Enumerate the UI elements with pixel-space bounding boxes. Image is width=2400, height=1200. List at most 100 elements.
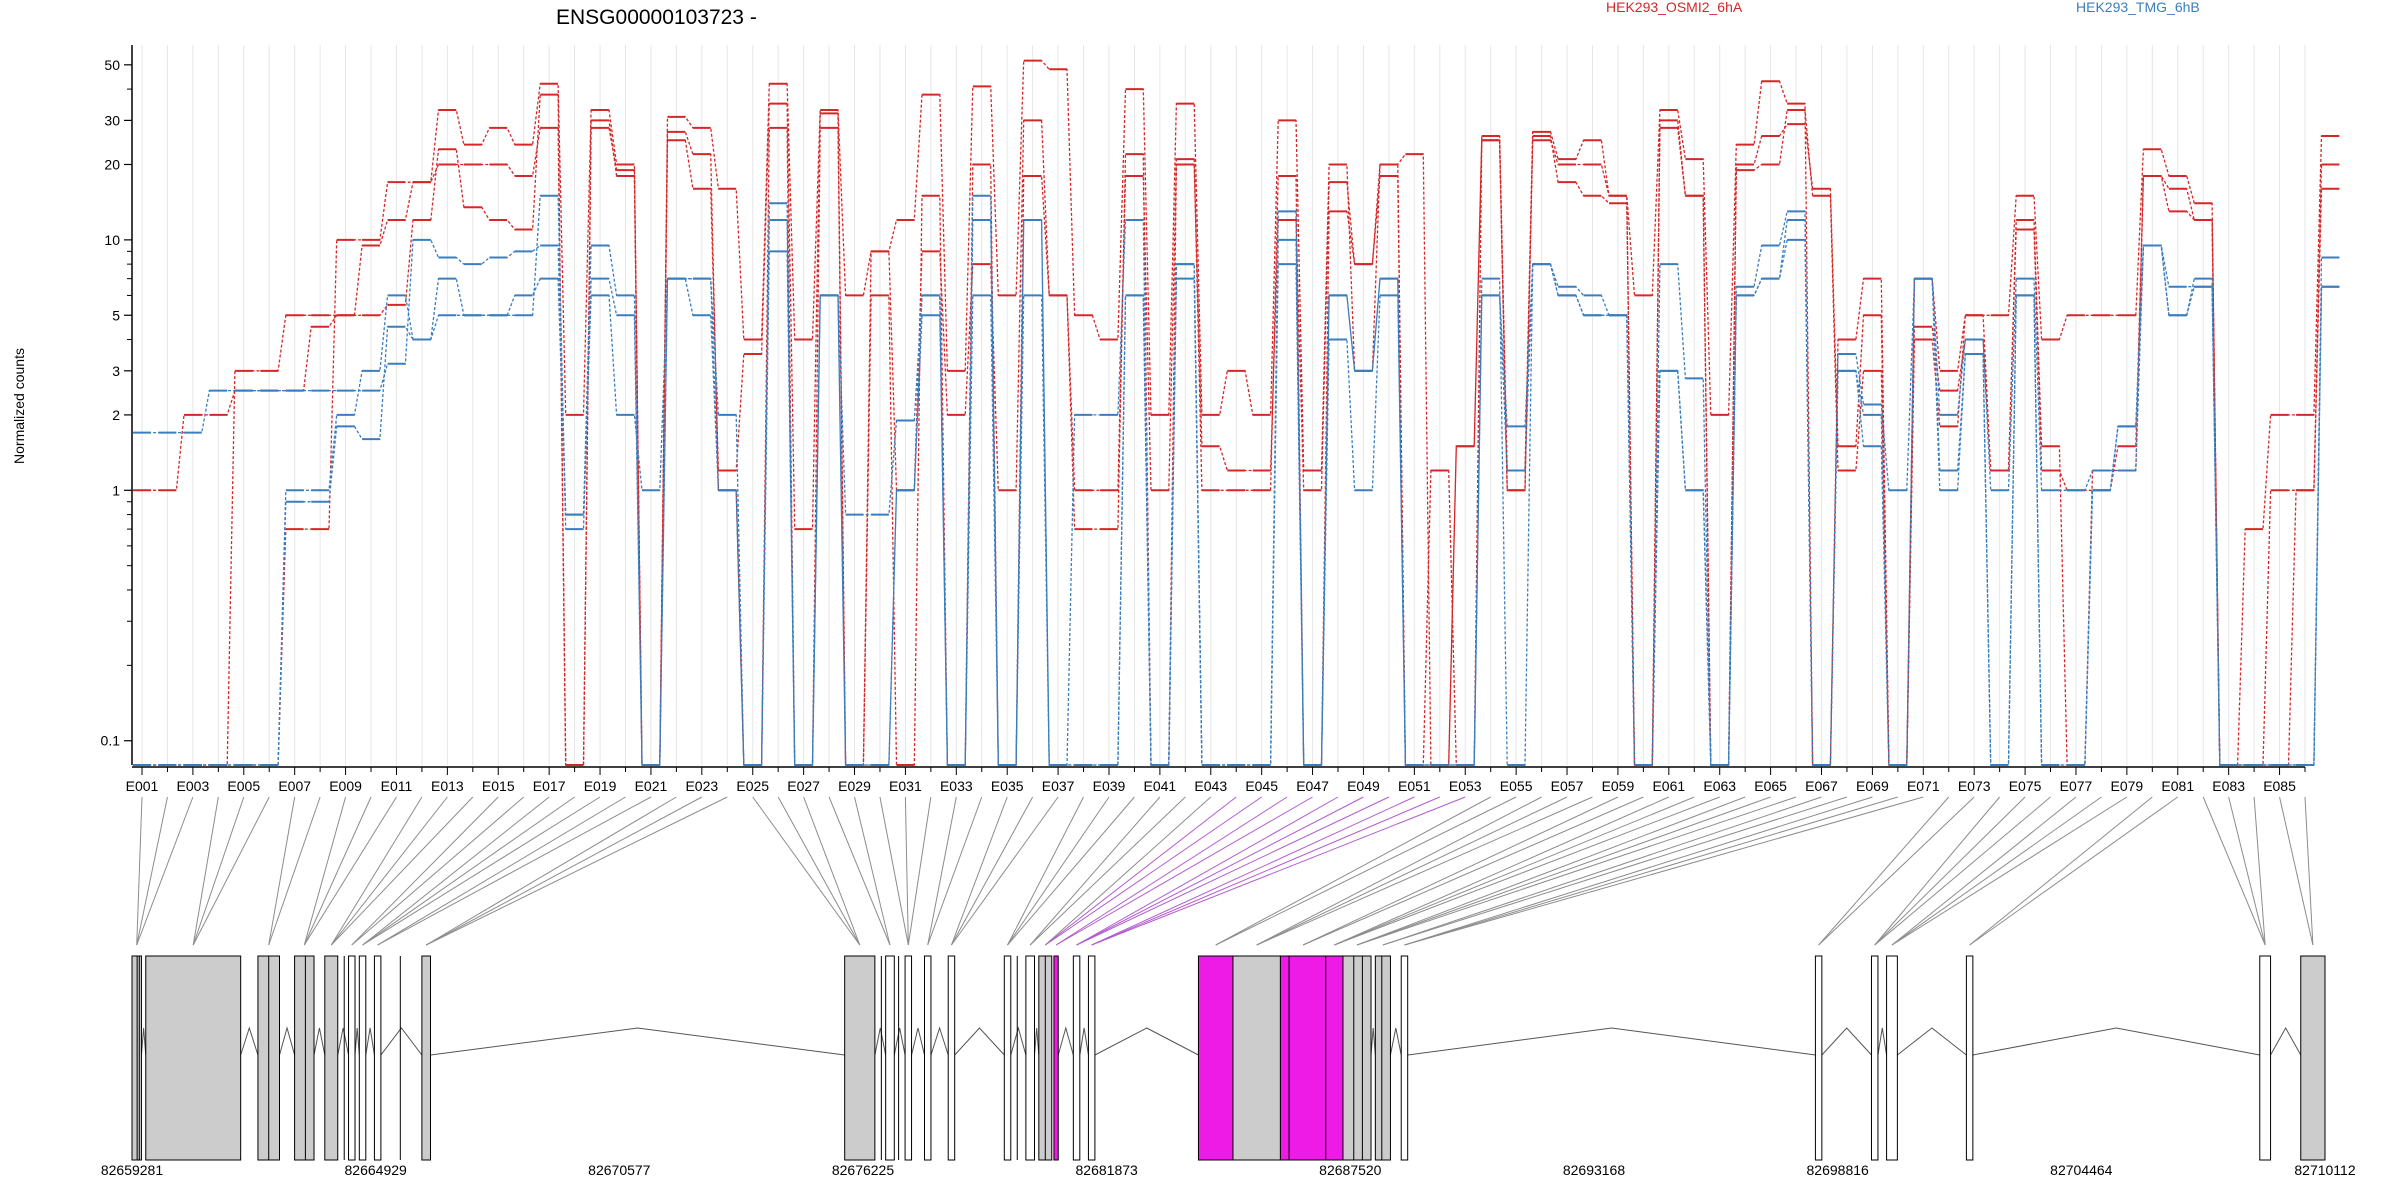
exon-box xyxy=(294,955,315,1161)
x-tick-label: E017 xyxy=(533,778,566,794)
genomic-tick-label: 82710112 xyxy=(2294,1162,2355,1178)
exon-connector xyxy=(1215,796,1491,946)
exon-connector xyxy=(777,796,861,946)
exon-box xyxy=(947,955,956,1161)
exon-connector xyxy=(950,796,1008,946)
x-tick-label: E067 xyxy=(1805,778,1838,794)
intron-connector xyxy=(1972,1027,2260,1056)
exon-connector xyxy=(362,796,575,946)
intron-connector xyxy=(1370,1027,1376,1056)
x-tick-label: E031 xyxy=(889,778,922,794)
exon-box xyxy=(904,955,913,1161)
intron-connector xyxy=(279,1026,296,1056)
exon-connector xyxy=(1029,796,1161,946)
x-tick-label: E015 xyxy=(482,778,515,794)
exon-connector xyxy=(1044,796,1237,946)
exon-connector xyxy=(1382,796,1822,946)
intron-connector xyxy=(354,1027,360,1056)
exon-connector xyxy=(1404,796,1924,946)
exon-box xyxy=(2259,955,2272,1161)
exon-connector xyxy=(1334,796,1670,946)
exon-connector xyxy=(1256,796,1593,946)
x-tick-label: E079 xyxy=(2111,778,2144,794)
intron-connector xyxy=(911,1027,925,1056)
exon-connector xyxy=(1356,796,1771,946)
exon-box xyxy=(1886,955,1898,1161)
exon-connector xyxy=(425,796,728,946)
exon-connector xyxy=(1302,796,1644,946)
exon-connector xyxy=(351,796,499,946)
axes: 0.1 1 2 3 5 10 20 30 50 E001 E003 E005 E007 E009 E011 E… xyxy=(101,45,2306,794)
exon-box xyxy=(1342,955,1372,1161)
x-tick-label: E069 xyxy=(1856,778,1889,794)
exon-connector xyxy=(1334,796,1695,946)
y-axis-label: Normalized counts xyxy=(11,348,27,464)
exon-box xyxy=(1400,955,1409,1161)
exon-connector xyxy=(1076,796,1339,946)
intron-connector xyxy=(430,1027,845,1056)
x-tick-label: E023 xyxy=(685,778,718,794)
exon-box xyxy=(1374,955,1391,1161)
exon-connector xyxy=(907,796,932,946)
exon-connector xyxy=(1045,796,1262,946)
exon-connector xyxy=(1007,796,1110,946)
exon-connector xyxy=(192,796,270,946)
exon-connector xyxy=(425,796,703,946)
x-tick-label: E019 xyxy=(584,778,617,794)
exon-connector xyxy=(1091,796,1415,946)
intron-connector xyxy=(893,1027,906,1056)
intron-connector xyxy=(365,1027,375,1056)
intron-connector xyxy=(1094,1027,1199,1056)
exon-box xyxy=(844,955,876,1161)
genomic-tick-label: 82681873 xyxy=(1076,1162,1139,1178)
intron-connector xyxy=(1877,1027,1888,1056)
exon-connector xyxy=(330,796,423,946)
exon-connector xyxy=(1969,796,2179,946)
x-tick-label: E063 xyxy=(1703,778,1736,794)
exon-connector xyxy=(351,796,525,946)
exon-connector xyxy=(303,796,397,946)
x-tick-label: E001 xyxy=(126,778,159,794)
y-tick-label: 1 xyxy=(112,482,120,498)
genomic-tick-label: 82704464 xyxy=(2050,1162,2113,1178)
exon-connector xyxy=(1874,796,2051,946)
x-tick-label: E083 xyxy=(2212,778,2245,794)
x-tick-label: E085 xyxy=(2263,778,2296,794)
x-tick-label: E007 xyxy=(278,778,311,794)
exon-connector xyxy=(377,796,652,946)
exon-box xyxy=(1870,955,1879,1161)
exon-box xyxy=(1003,955,1012,1161)
y-tick-label: 3 xyxy=(112,363,120,379)
exon-connector xyxy=(1404,796,1898,946)
exon-connector xyxy=(1818,796,1950,946)
exon-connector xyxy=(362,796,601,946)
x-tick-label: E075 xyxy=(2009,778,2042,794)
intron-connector xyxy=(1407,1027,1816,1056)
exon-connector xyxy=(927,796,957,946)
exon-connector xyxy=(828,796,891,946)
exon-connector xyxy=(1215,796,1517,946)
x-tick-label: E037 xyxy=(1042,778,1075,794)
y-tick-label: 5 xyxy=(112,307,120,323)
x-tick-label: E053 xyxy=(1449,778,1482,794)
exon-connector xyxy=(362,796,550,946)
exon-connector xyxy=(879,796,909,946)
exon-box xyxy=(324,955,339,1161)
exon-connector xyxy=(2253,796,2266,946)
x-tick-label: E045 xyxy=(1245,778,1278,794)
exon-box xyxy=(1814,955,1823,1161)
legend-label-tmg: HEK293_TMG_6hB xyxy=(2076,0,2200,15)
y-tick-label: 50 xyxy=(104,57,120,73)
exon-connector xyxy=(1891,796,2077,946)
genomic-tick-label: 82676225 xyxy=(832,1162,895,1178)
exon-connector xyxy=(1874,796,2001,946)
y-tick-label: 20 xyxy=(104,156,120,172)
x-tick-label: E029 xyxy=(838,778,871,794)
exon-box xyxy=(1053,955,1059,1161)
exon-connector xyxy=(951,796,1034,946)
exon-connector xyxy=(752,796,861,946)
exon-connector xyxy=(1818,796,1975,946)
x-tick-label: E077 xyxy=(2060,778,2093,794)
exon-box xyxy=(358,955,367,1161)
